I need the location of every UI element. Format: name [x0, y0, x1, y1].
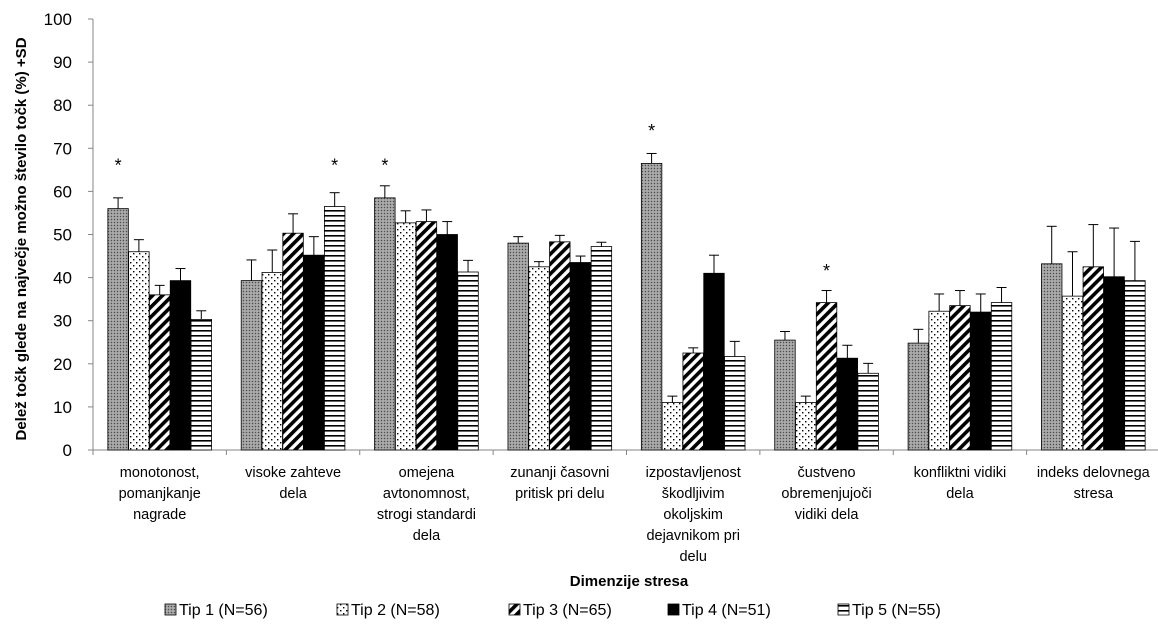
category-label: konfliktni vidiki	[914, 465, 1007, 481]
category-label: monotonost,	[120, 465, 200, 481]
y-tick-label: 50	[53, 226, 72, 245]
bar	[640, 162, 663, 451]
significance-star: *	[115, 155, 122, 175]
bar	[774, 339, 796, 451]
bar	[415, 221, 438, 451]
y-tick-label: 100	[44, 10, 72, 29]
y-tick-label: 60	[53, 182, 72, 201]
category-label: dela	[946, 486, 974, 502]
category-label: obremenjujoči	[781, 486, 871, 502]
significance-star: *	[648, 121, 655, 141]
category-label: izpostavljenost	[646, 465, 741, 481]
legend-label: Tip 5 (N=55)	[852, 602, 941, 619]
bar	[107, 208, 129, 451]
bar	[394, 222, 417, 451]
bar	[815, 302, 838, 451]
significance-markers: * * * * *	[115, 121, 830, 281]
category-label: indeks delovnega	[1037, 465, 1151, 481]
bar	[1124, 280, 1146, 451]
bar	[169, 280, 192, 451]
bar	[703, 272, 725, 451]
bar	[928, 310, 950, 451]
category-label: stresa	[1074, 486, 1114, 502]
bar	[907, 342, 929, 451]
y-axis-title: Delež točk glede na največje možno števi…	[13, 37, 30, 440]
bar	[970, 311, 992, 451]
legend-label: Tip 1 (N=56)	[179, 602, 268, 619]
bar	[507, 242, 529, 451]
bar	[795, 402, 817, 451]
bar	[682, 352, 704, 451]
bar	[1061, 295, 1084, 451]
y-tick-label: 40	[53, 269, 72, 288]
category-label: škodljivim	[662, 486, 725, 502]
category-label: čustveno	[798, 465, 856, 481]
bar	[282, 232, 304, 451]
bar	[303, 254, 325, 451]
bar	[1082, 266, 1104, 451]
y-tick-label: 20	[53, 355, 72, 374]
significance-star: *	[331, 155, 338, 175]
bar	[149, 294, 171, 451]
legend-swatch	[336, 603, 349, 616]
error-bars	[113, 152, 1140, 403]
bar	[436, 234, 458, 451]
category-label: delu	[679, 549, 706, 565]
category-label: strogi standardi	[377, 507, 476, 523]
legend-swatch	[837, 603, 850, 616]
y-tick-label: 30	[53, 312, 72, 331]
bar	[324, 206, 346, 451]
category-label: dejavnikom pri	[646, 528, 740, 544]
bar	[661, 402, 684, 451]
bar	[1103, 276, 1125, 451]
category-label: pomanjkanje	[119, 486, 201, 502]
y-tick-label: 80	[53, 96, 72, 115]
x-axis	[92, 449, 1158, 455]
legend-swatch	[508, 603, 521, 616]
significance-star: *	[381, 155, 388, 175]
category-label: visoke zahteve	[245, 465, 341, 481]
y-axis: 0 10 20 30 40 50 60 70 80 90 100	[44, 10, 94, 460]
bar	[590, 246, 613, 451]
legend-label: Tip 2 (N=58)	[351, 602, 440, 619]
category-label: dela	[279, 486, 307, 502]
bars	[107, 162, 1146, 451]
bar	[528, 266, 550, 451]
bar	[857, 372, 879, 451]
bar	[949, 305, 971, 451]
y-tick-label: 90	[53, 53, 72, 72]
bar	[990, 302, 1013, 451]
category-label: vidiki dela	[795, 507, 860, 523]
category-labels: monotonost, pomanjkanje nagrade visoke zaht…	[119, 465, 1151, 565]
y-tick-label: 10	[53, 398, 72, 417]
significance-star: *	[823, 261, 830, 281]
bar	[1041, 263, 1063, 451]
legend-swatch	[667, 603, 680, 616]
bar	[240, 280, 263, 451]
category-label: okoljskim	[663, 507, 723, 523]
bar	[549, 241, 571, 451]
category-label: pritisk pri delu	[515, 486, 604, 502]
bar	[457, 271, 479, 451]
legend-label: Tip 4 (N=51)	[682, 602, 771, 619]
category-label: nagrade	[133, 507, 186, 523]
bar	[128, 251, 150, 451]
legend-swatch	[164, 603, 177, 616]
legend: Tip 1 (N=56) Tip 2 (N=58) Tip 3 (N=65) Tip …	[164, 602, 941, 619]
category-label: avtonomnost,	[383, 486, 470, 502]
category-label: zunanji časovni	[510, 465, 609, 481]
bar	[569, 262, 592, 451]
bar	[190, 319, 212, 451]
y-tick-label: 0	[63, 441, 72, 460]
y-tick-label: 70	[53, 139, 72, 158]
bar	[724, 356, 746, 451]
bar	[374, 197, 396, 451]
legend-label: Tip 3 (N=65)	[523, 602, 612, 619]
category-label: dela	[413, 528, 441, 544]
bar	[261, 272, 283, 451]
x-axis-title: Dimenzije stresa	[570, 573, 689, 590]
bar	[836, 357, 859, 451]
category-label: omejena	[399, 465, 456, 481]
